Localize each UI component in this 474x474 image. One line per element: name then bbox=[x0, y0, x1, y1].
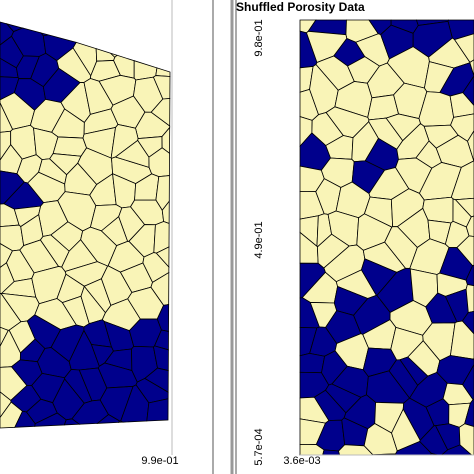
voronoi-cell bbox=[150, 98, 171, 127]
voronoi-cell bbox=[461, 310, 474, 335]
y-tick-label: 4.9e-01 bbox=[253, 221, 265, 258]
voronoi-cell bbox=[462, 75, 474, 106]
voronoi-cell bbox=[153, 345, 169, 372]
voronoi-cell bbox=[144, 367, 169, 393]
x-tick-label: 3.6e-03 bbox=[283, 455, 320, 467]
voronoi-cell bbox=[152, 75, 171, 100]
y-tick-label: 5.7e-04 bbox=[253, 428, 265, 465]
x-tick-label: 9.9e-01 bbox=[141, 455, 178, 467]
voronoi-cell bbox=[456, 235, 474, 267]
right-voronoi bbox=[299, 19, 474, 456]
voronoi-cell bbox=[385, 113, 421, 142]
voronoi-cell bbox=[146, 398, 169, 422]
voronoi-cell bbox=[117, 420, 125, 423]
voronoi-cell bbox=[325, 310, 362, 345]
voronoi-cell bbox=[465, 215, 474, 237]
voronoi-cell bbox=[63, 418, 81, 426]
voronoi-cell bbox=[155, 246, 170, 269]
voronoi-cell bbox=[469, 59, 474, 76]
voronoi-cell bbox=[19, 239, 60, 274]
chart-title: Shuffled Porosity Data bbox=[236, 0, 365, 14]
voronoi-cell bbox=[465, 283, 474, 313]
voronoi-cell bbox=[388, 359, 419, 399]
y-tick-label: 9.8e-01 bbox=[253, 19, 265, 56]
voronoi-cell bbox=[465, 264, 474, 287]
voronoi-cell bbox=[464, 399, 474, 427]
voronoi-cell bbox=[322, 449, 341, 456]
voronoi-cell bbox=[52, 136, 88, 157]
left-voronoi bbox=[0, 21, 171, 429]
voronoi-cell bbox=[299, 352, 326, 374]
